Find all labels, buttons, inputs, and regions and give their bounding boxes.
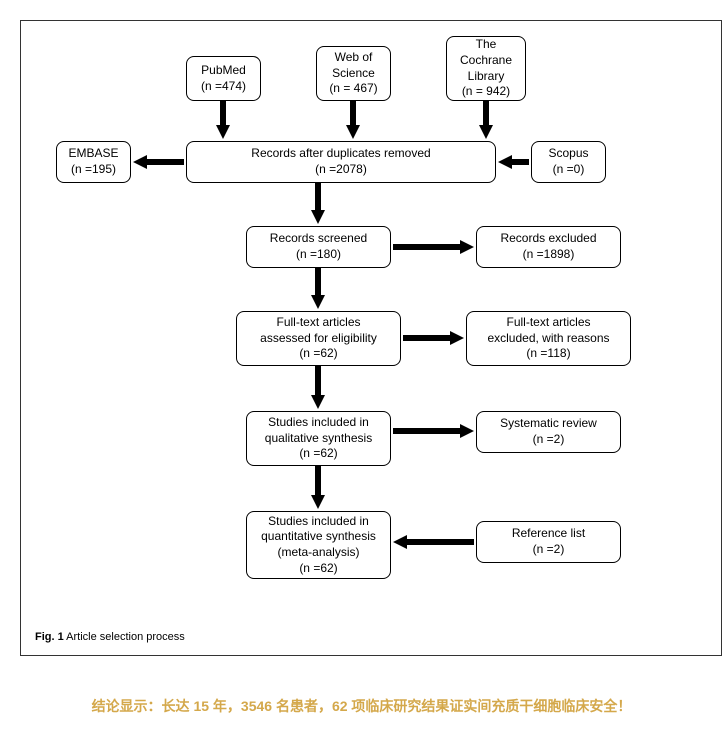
box-excluded2-line3: (n =118)	[526, 346, 570, 362]
arrow-reflist-to-quant	[393, 535, 474, 549]
conclusion-text: 结论显示：长达 15 年，3546 名患者，62 项临床研究结果证实间充质干细胞…	[20, 696, 703, 716]
caption-label: Fig. 1	[35, 631, 64, 643]
box-dedup-line2: (n =2078)	[315, 162, 367, 178]
box-excluded1-line2: (n =1898)	[523, 247, 575, 263]
figure-container: PubMed(n =474) Web ofScience(n = 467) TheC…	[20, 20, 722, 656]
box-reflist-line2: (n =2)	[533, 542, 565, 558]
arrow-scopus-to-dedup	[498, 155, 529, 169]
box-cochrane-line2: Cochrane	[460, 53, 512, 69]
box-wos-line1: Web of	[335, 50, 373, 66]
box-embase-line1: EMBASE	[68, 146, 118, 162]
box-cochrane: TheCochraneLibrary(n = 942)	[446, 36, 526, 101]
box-sysrev: Systematic review(n =2)	[476, 411, 621, 453]
box-quant-line3: (meta-analysis)	[277, 545, 359, 561]
arrow-pubmed-to-dedup	[216, 101, 230, 139]
box-excluded2: Full-text articlesexcluded, with reasons…	[466, 311, 631, 366]
box-qual-line3: (n =62)	[299, 446, 337, 462]
arrow-dedup-to-screened	[311, 183, 325, 224]
box-dedup: Records after duplicates removed(n =2078…	[186, 141, 496, 183]
box-qual: Studies included inqualitative synthesis…	[246, 411, 391, 466]
box-sysrev-line1: Systematic review	[500, 416, 597, 432]
box-wos-line3: (n = 467)	[329, 81, 377, 97]
box-pubmed: PubMed(n =474)	[186, 56, 261, 101]
figure-caption: Fig. 1 Article selection process	[31, 629, 711, 645]
box-cochrane-line1: The	[476, 37, 497, 53]
arrow-qual-to-quant	[311, 466, 325, 509]
box-fulltext: Full-text articlesassessed for eligibili…	[236, 311, 401, 366]
arrow-wos-to-dedup	[346, 101, 360, 139]
box-pubmed-line2: (n =474)	[201, 79, 246, 95]
box-quant-line2: quantitative synthesis	[261, 529, 376, 545]
box-excluded2-line1: Full-text articles	[506, 315, 590, 331]
box-quant-line4: (n =62)	[299, 561, 337, 577]
box-fulltext-line3: (n =62)	[299, 346, 337, 362]
arrow-fulltext-to-excluded2	[403, 331, 464, 345]
box-cochrane-line4: (n = 942)	[462, 84, 510, 100]
box-quant-line1: Studies included in	[268, 514, 369, 530]
box-qual-line1: Studies included in	[268, 415, 369, 431]
arrow-dedup-to-embase	[133, 155, 184, 169]
box-wos-line2: Science	[332, 66, 375, 82]
box-qual-line2: qualitative synthesis	[265, 431, 372, 447]
box-fulltext-line1: Full-text articles	[276, 315, 360, 331]
box-cochrane-line3: Library	[468, 69, 505, 85]
box-embase-line2: (n =195)	[71, 162, 116, 178]
box-sysrev-line2: (n =2)	[533, 432, 565, 448]
box-screened-line2: (n =180)	[296, 247, 341, 263]
box-reflist: Reference list(n =2)	[476, 521, 621, 563]
arrow-fulltext-to-qual	[311, 366, 325, 409]
box-embase: EMBASE(n =195)	[56, 141, 131, 183]
box-screened-line1: Records screened	[270, 231, 367, 247]
arrow-screened-to-excluded1	[393, 240, 474, 254]
box-scopus-line2: (n =0)	[553, 162, 585, 178]
box-dedup-line1: Records after duplicates removed	[251, 146, 430, 162]
arrow-qual-to-sysrev	[393, 424, 474, 438]
box-wos: Web ofScience(n = 467)	[316, 46, 391, 101]
box-pubmed-line1: PubMed	[201, 63, 246, 79]
box-reflist-line1: Reference list	[512, 526, 585, 542]
box-quant: Studies included inquantitative synthesi…	[246, 511, 391, 579]
caption-text: Article selection process	[64, 631, 185, 643]
arrow-screened-to-fulltext	[311, 268, 325, 309]
box-excluded1: Records excluded(n =1898)	[476, 226, 621, 268]
box-excluded2-line2: excluded, with reasons	[487, 331, 609, 347]
box-scopus-line1: Scopus	[548, 146, 588, 162]
box-screened: Records screened(n =180)	[246, 226, 391, 268]
arrow-cochrane-to-dedup	[479, 101, 493, 139]
box-scopus: Scopus(n =0)	[531, 141, 606, 183]
flowchart-area: PubMed(n =474) Web ofScience(n = 467) TheC…	[31, 31, 691, 621]
box-fulltext-line2: assessed for eligibility	[260, 331, 377, 347]
box-excluded1-line1: Records excluded	[500, 231, 596, 247]
